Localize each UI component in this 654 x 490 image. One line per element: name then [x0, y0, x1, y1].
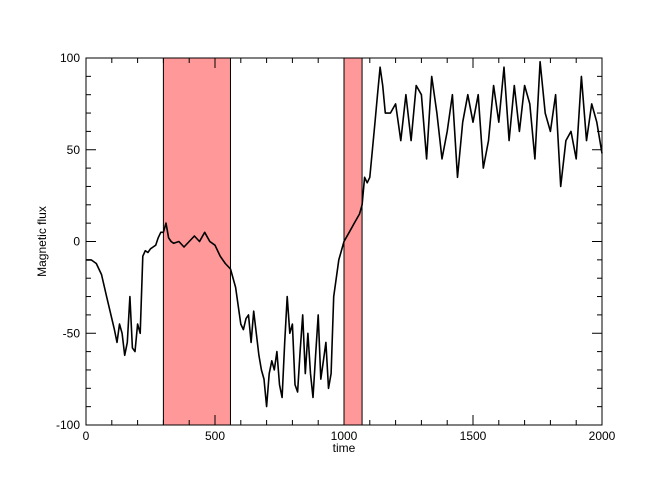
y-tick-label: 0	[73, 235, 80, 249]
series-line	[86, 60, 603, 408]
y-tick-label: 100	[60, 51, 80, 65]
y-axis-label: Magnetic flux	[35, 206, 49, 277]
y-tick-label: -100	[56, 418, 80, 432]
x-axis-label: time	[333, 441, 356, 455]
x-tick-label: 0	[83, 429, 90, 443]
shaded-region-1	[343, 57, 363, 426]
x-tick-label: 2000	[589, 429, 616, 443]
shaded-regions	[162, 57, 363, 426]
shaded-region-0	[162, 57, 231, 426]
x-tick-label: 1500	[460, 429, 487, 443]
y-tick-label: -50	[63, 326, 81, 340]
y-tick-label: 50	[67, 143, 81, 157]
x-tick-label: 500	[205, 429, 225, 443]
x-tick-label: 1000	[331, 429, 358, 443]
tick-labels: 0 500 1000 1500 2000 -100 -50 0 50 100	[56, 51, 616, 443]
axis-ticks	[85, 57, 603, 426]
